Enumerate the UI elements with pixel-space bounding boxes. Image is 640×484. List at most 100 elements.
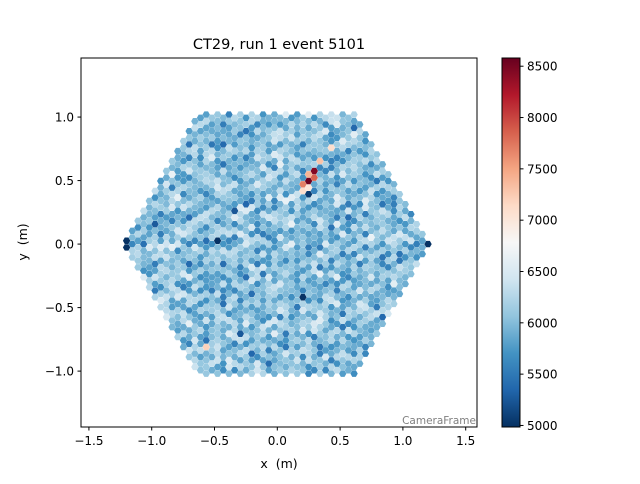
camera-pixel	[384, 303, 392, 311]
camera-pixel	[333, 280, 341, 288]
camera-pixel	[185, 347, 193, 354]
camera-pixel	[395, 224, 404, 231]
camera-pixel	[293, 144, 301, 151]
camera-pixel	[287, 333, 296, 341]
camera-pixel	[361, 137, 370, 145]
camera-pixel	[270, 217, 279, 225]
camera-pixel	[185, 274, 193, 281]
camera-pixel	[213, 277, 222, 284]
camera-pixel	[259, 137, 267, 145]
camera-pixel	[179, 171, 188, 178]
camera-pixel	[356, 313, 364, 321]
camera-pixel	[202, 131, 210, 138]
camera-pixel	[344, 240, 353, 248]
camera-pixel	[208, 353, 216, 361]
camera-pixel	[253, 333, 262, 341]
camera-pixel	[168, 191, 176, 198]
camera-pixel	[339, 131, 347, 138]
camera-pixel	[401, 207, 409, 215]
camera-pixel	[219, 141, 227, 148]
camera-pixel	[253, 227, 262, 235]
camera-pixel	[162, 234, 171, 241]
camera-pixel	[395, 290, 404, 298]
camera-pixel	[202, 157, 210, 165]
camera-pixel	[344, 353, 353, 361]
camera-pixel	[321, 194, 330, 201]
camera-pixel	[208, 313, 216, 321]
camera-pixel	[276, 340, 284, 347]
camera-pixel	[219, 247, 227, 254]
camera-pixel	[344, 154, 353, 161]
camera-pixel	[287, 287, 296, 294]
camera-pixel	[208, 260, 216, 268]
camera-pixel	[191, 310, 199, 318]
camera-pixel	[333, 247, 341, 254]
camera-pixel	[259, 350, 267, 357]
camera-pixel	[202, 171, 210, 178]
camera-pixel	[230, 294, 239, 301]
camera-pixel	[265, 181, 273, 188]
camera-pixel	[373, 204, 381, 211]
camera-pixel	[378, 280, 387, 288]
camera-pixel	[191, 244, 199, 251]
camera-pixel	[191, 297, 199, 304]
camera-pixel	[191, 323, 199, 331]
camera-pixel	[316, 230, 324, 238]
camera-pixel	[225, 337, 233, 344]
camera-pixel	[350, 237, 358, 244]
camera-pixel	[219, 174, 227, 181]
camera-pixel	[304, 237, 313, 244]
camera-pixel	[304, 230, 313, 238]
camera-pixel	[219, 300, 227, 308]
camera-pixel	[139, 247, 148, 254]
camera-pixel	[299, 234, 307, 241]
camera-pixel	[230, 174, 239, 181]
camera-pixel	[333, 194, 341, 201]
camera-pixel	[361, 197, 370, 205]
camera-pixel	[310, 187, 318, 195]
camera-pixel	[378, 320, 387, 328]
camera-pixel	[395, 237, 404, 244]
camera-pixel	[356, 167, 364, 175]
camera-pixel	[299, 141, 307, 148]
camera-pixel	[378, 287, 387, 294]
y-axis-label: y (m)	[15, 223, 30, 260]
camera-pixel	[270, 370, 279, 377]
camera-pixel	[248, 137, 256, 145]
camera-pixel	[299, 187, 307, 195]
camera-pixel	[265, 347, 273, 354]
camera-pixel	[151, 234, 159, 241]
camera-pixel	[213, 303, 222, 311]
camera-pixel	[407, 270, 415, 278]
camera-pixel	[162, 181, 171, 188]
camera-pixel	[321, 187, 330, 195]
camera-pixel	[236, 337, 245, 344]
camera-pixel	[185, 340, 193, 347]
camera-pixel	[248, 177, 256, 185]
camera-pixel	[356, 121, 364, 128]
camera-pixel	[208, 320, 216, 328]
camera-pixel	[151, 247, 159, 254]
camera-pixel	[367, 247, 375, 254]
camera-pixel	[168, 323, 176, 331]
camera-pixel	[344, 254, 353, 261]
camera-pixel	[259, 310, 267, 318]
camera-pixel	[248, 323, 256, 331]
camera-pixel	[282, 343, 290, 351]
camera-pixel	[287, 360, 296, 367]
camera-pixel	[401, 267, 409, 274]
camera-pixel	[242, 220, 250, 228]
camera-pixel	[350, 224, 358, 231]
camera-pixel	[356, 260, 364, 268]
camera-pixel	[287, 154, 296, 161]
camera-pixel	[174, 294, 182, 301]
camera-pixel	[122, 237, 131, 244]
camera-pixel	[270, 191, 279, 198]
camera-pixel	[293, 184, 301, 191]
camera-pixel	[327, 343, 336, 351]
camera-pixel	[276, 347, 284, 354]
camera-pixel	[282, 257, 290, 264]
camera-pixel	[185, 327, 193, 334]
camera-pixel	[361, 157, 370, 165]
camera-pixel	[202, 184, 210, 191]
